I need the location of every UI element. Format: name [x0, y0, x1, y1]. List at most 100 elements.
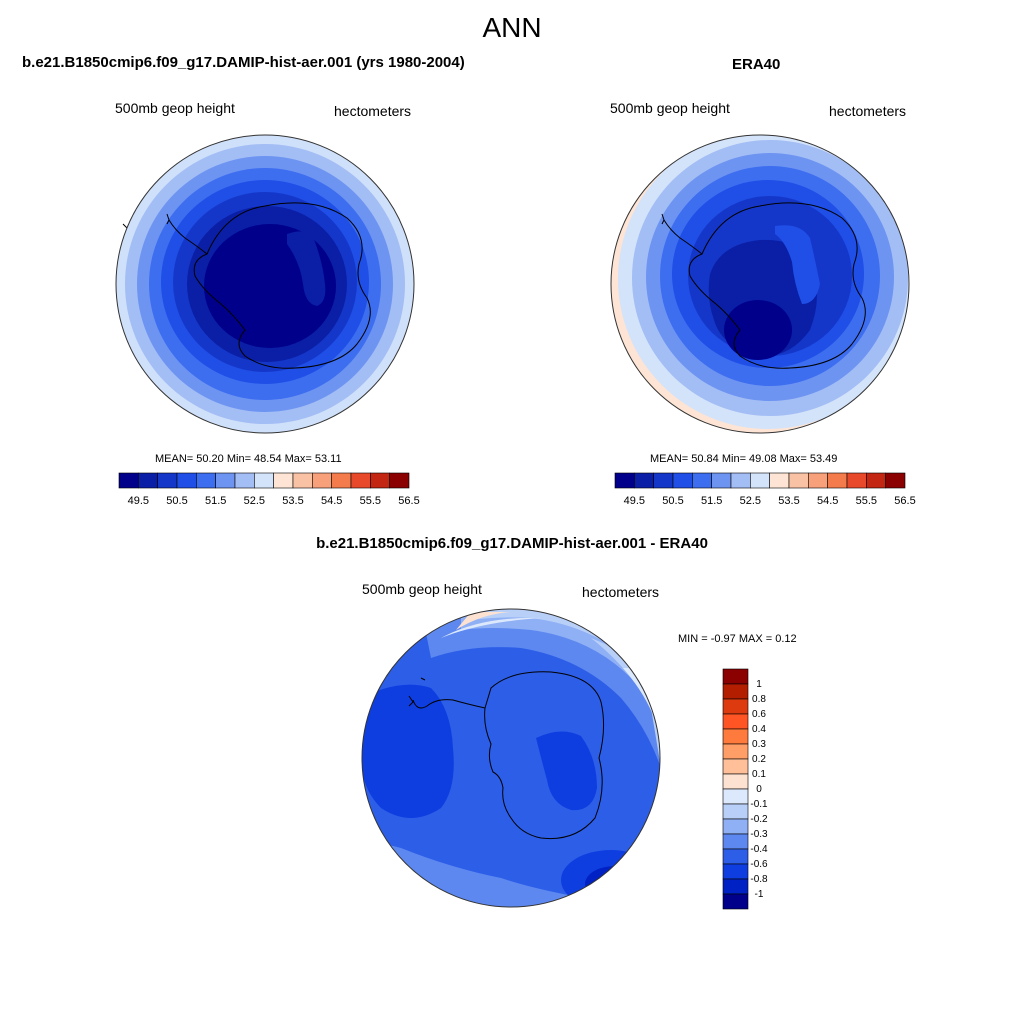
- colorbar-tick-label: -1: [755, 889, 764, 900]
- colorbar-swatch: [808, 472, 828, 489]
- colorbar-tick-label: 0.1: [752, 769, 766, 780]
- panel-2-stats: MEAN= 50.84 Min= 49.08 Max= 53.49: [650, 453, 838, 465]
- panel-1-title: b.e21.B1850cmip6.f09_g17.DAMIP-hist-aer.…: [22, 54, 465, 71]
- figure-title: ANN: [482, 12, 542, 43]
- contour-fill: [724, 300, 792, 360]
- colorbar-swatch: [614, 472, 635, 489]
- colorbar-tick-label: 51.5: [701, 495, 722, 507]
- colorbar-swatch: [176, 472, 197, 489]
- colorbar-tick-label: 52.5: [244, 495, 265, 507]
- colorbar-swatch: [722, 818, 749, 835]
- colorbar-tick-label: 56.5: [398, 495, 419, 507]
- contour-fill: [287, 231, 326, 306]
- colorbar-swatch: [827, 472, 848, 489]
- colorbar-tick-label: -0.3: [750, 829, 768, 840]
- colorbar-swatch: [370, 472, 390, 489]
- colorbar-swatch: [234, 472, 255, 489]
- colorbar-swatch: [866, 472, 886, 489]
- colorbar-tick-label: -0.1: [750, 799, 768, 810]
- colorbar-tick-label: 56.5: [894, 495, 915, 507]
- colorbar-tick-label: 50.5: [662, 495, 683, 507]
- panel-2-title: ERA40: [732, 56, 781, 73]
- colorbar-tick-label: 54.5: [817, 495, 838, 507]
- colorbar-swatch: [722, 803, 749, 820]
- colorbar-tick-label: 0.6: [752, 709, 766, 720]
- colorbar-swatch: [215, 472, 236, 489]
- colorbar-tick-label: 1: [756, 679, 762, 690]
- colorbar-swatch: [750, 472, 770, 489]
- colorbar-tick-label: 49.5: [624, 495, 645, 507]
- colorbar-swatch: [138, 472, 158, 489]
- colorbar-swatch: [846, 472, 867, 489]
- colorbar-swatch: [722, 758, 749, 775]
- panel-3-title: b.e21.B1850cmip6.f09_g17.DAMIP-hist-aer.…: [316, 535, 708, 552]
- colorbar-swatch: [722, 788, 749, 805]
- colorbar-swatch: [722, 773, 749, 790]
- colorbar-swatch: [722, 893, 749, 910]
- colorbar-swatch: [331, 472, 352, 489]
- colorbar-swatch: [722, 698, 749, 715]
- panel-3-stats: MIN = -0.97 MAX = 0.12: [678, 633, 797, 645]
- colorbar-tick-label: -0.2: [750, 814, 768, 825]
- colorbar-swatch: [788, 472, 809, 489]
- contour-fill: [362, 684, 454, 818]
- colorbar-swatch: [118, 472, 139, 489]
- colorbar-swatch: [350, 472, 371, 489]
- panel-3-units-label: hectometers: [582, 584, 660, 600]
- panel-2-units-label: hectometers: [829, 103, 907, 119]
- colorbar-tick-label: 55.5: [856, 495, 877, 507]
- colorbar-tick-label: 52.5: [740, 495, 761, 507]
- colorbar-swatch: [157, 472, 178, 489]
- panel-1-variable-label: 500mb geop height: [115, 100, 235, 116]
- colorbar-swatch: [292, 472, 313, 489]
- colorbar-tick-label: 0.4: [752, 724, 766, 735]
- colorbar-tick-label: 53.5: [282, 495, 303, 507]
- colorbar-tick-label: 0.8: [752, 694, 766, 705]
- colorbar-tick-label: 54.5: [321, 495, 342, 507]
- colorbar-swatch: [722, 848, 749, 865]
- colorbar-swatch: [692, 472, 712, 489]
- colorbar-swatch: [634, 472, 654, 489]
- colorbar-swatch: [711, 472, 732, 489]
- panel-2-colorbar: 49.5 50.5 51.5 52.5 53.5 54.5 55.5 56.5: [614, 472, 916, 507]
- panel-3-variable-label: 500mb geop height: [362, 581, 482, 597]
- colorbar-swatch: [273, 472, 294, 489]
- contour-fill: [561, 850, 660, 907]
- contour-fill: [585, 866, 645, 902]
- coastline: [412, 699, 486, 709]
- colorbar-swatch: [722, 878, 749, 895]
- colorbar-tick-label: 49.5: [128, 495, 149, 507]
- panel-3-colorbar: 1 0.8 0.6 0.4 0.3 0.2 0.1 0 -0.1 -0.2 -0.3 -0.4 -0.6…: [722, 668, 768, 910]
- colorbar-tick-label: -0.6: [750, 859, 768, 870]
- coastline: [408, 677, 426, 707]
- panel-1-map: [115, 134, 415, 434]
- coastline: [168, 219, 208, 255]
- panel-1-stats: MEAN= 50.20 Min= 48.54 Max= 53.11: [155, 453, 342, 465]
- colorbar-tick-label: 50.5: [166, 495, 187, 507]
- coastline: [122, 213, 170, 229]
- coastline: [661, 213, 665, 225]
- colorbar-swatch: [722, 713, 749, 730]
- contour-fill: [775, 225, 820, 304]
- colorbar-swatch: [653, 472, 674, 489]
- colorbar-swatch: [722, 863, 749, 880]
- colorbar-swatch: [196, 472, 216, 489]
- colorbar-swatch: [769, 472, 790, 489]
- contour-fill: [536, 731, 597, 811]
- colorbar-swatch: [730, 472, 751, 489]
- colorbar-swatch: [672, 472, 693, 489]
- colorbar-swatch: [312, 472, 332, 489]
- colorbar-swatch: [722, 743, 749, 760]
- panel-1-units-label: hectometers: [334, 103, 412, 119]
- colorbar-swatch: [254, 472, 274, 489]
- coastline: [484, 671, 605, 840]
- contour-fill: [456, 612, 511, 630]
- map-border: [115, 134, 415, 434]
- panel-2-map: [610, 134, 910, 434]
- coastline: [663, 219, 703, 255]
- colorbar-swatch: [389, 472, 410, 489]
- colorbar-tick-label: 53.5: [778, 495, 799, 507]
- colorbar-tick-label: 0.2: [752, 754, 766, 765]
- colorbar-swatch: [722, 728, 749, 745]
- map-border: [361, 608, 661, 908]
